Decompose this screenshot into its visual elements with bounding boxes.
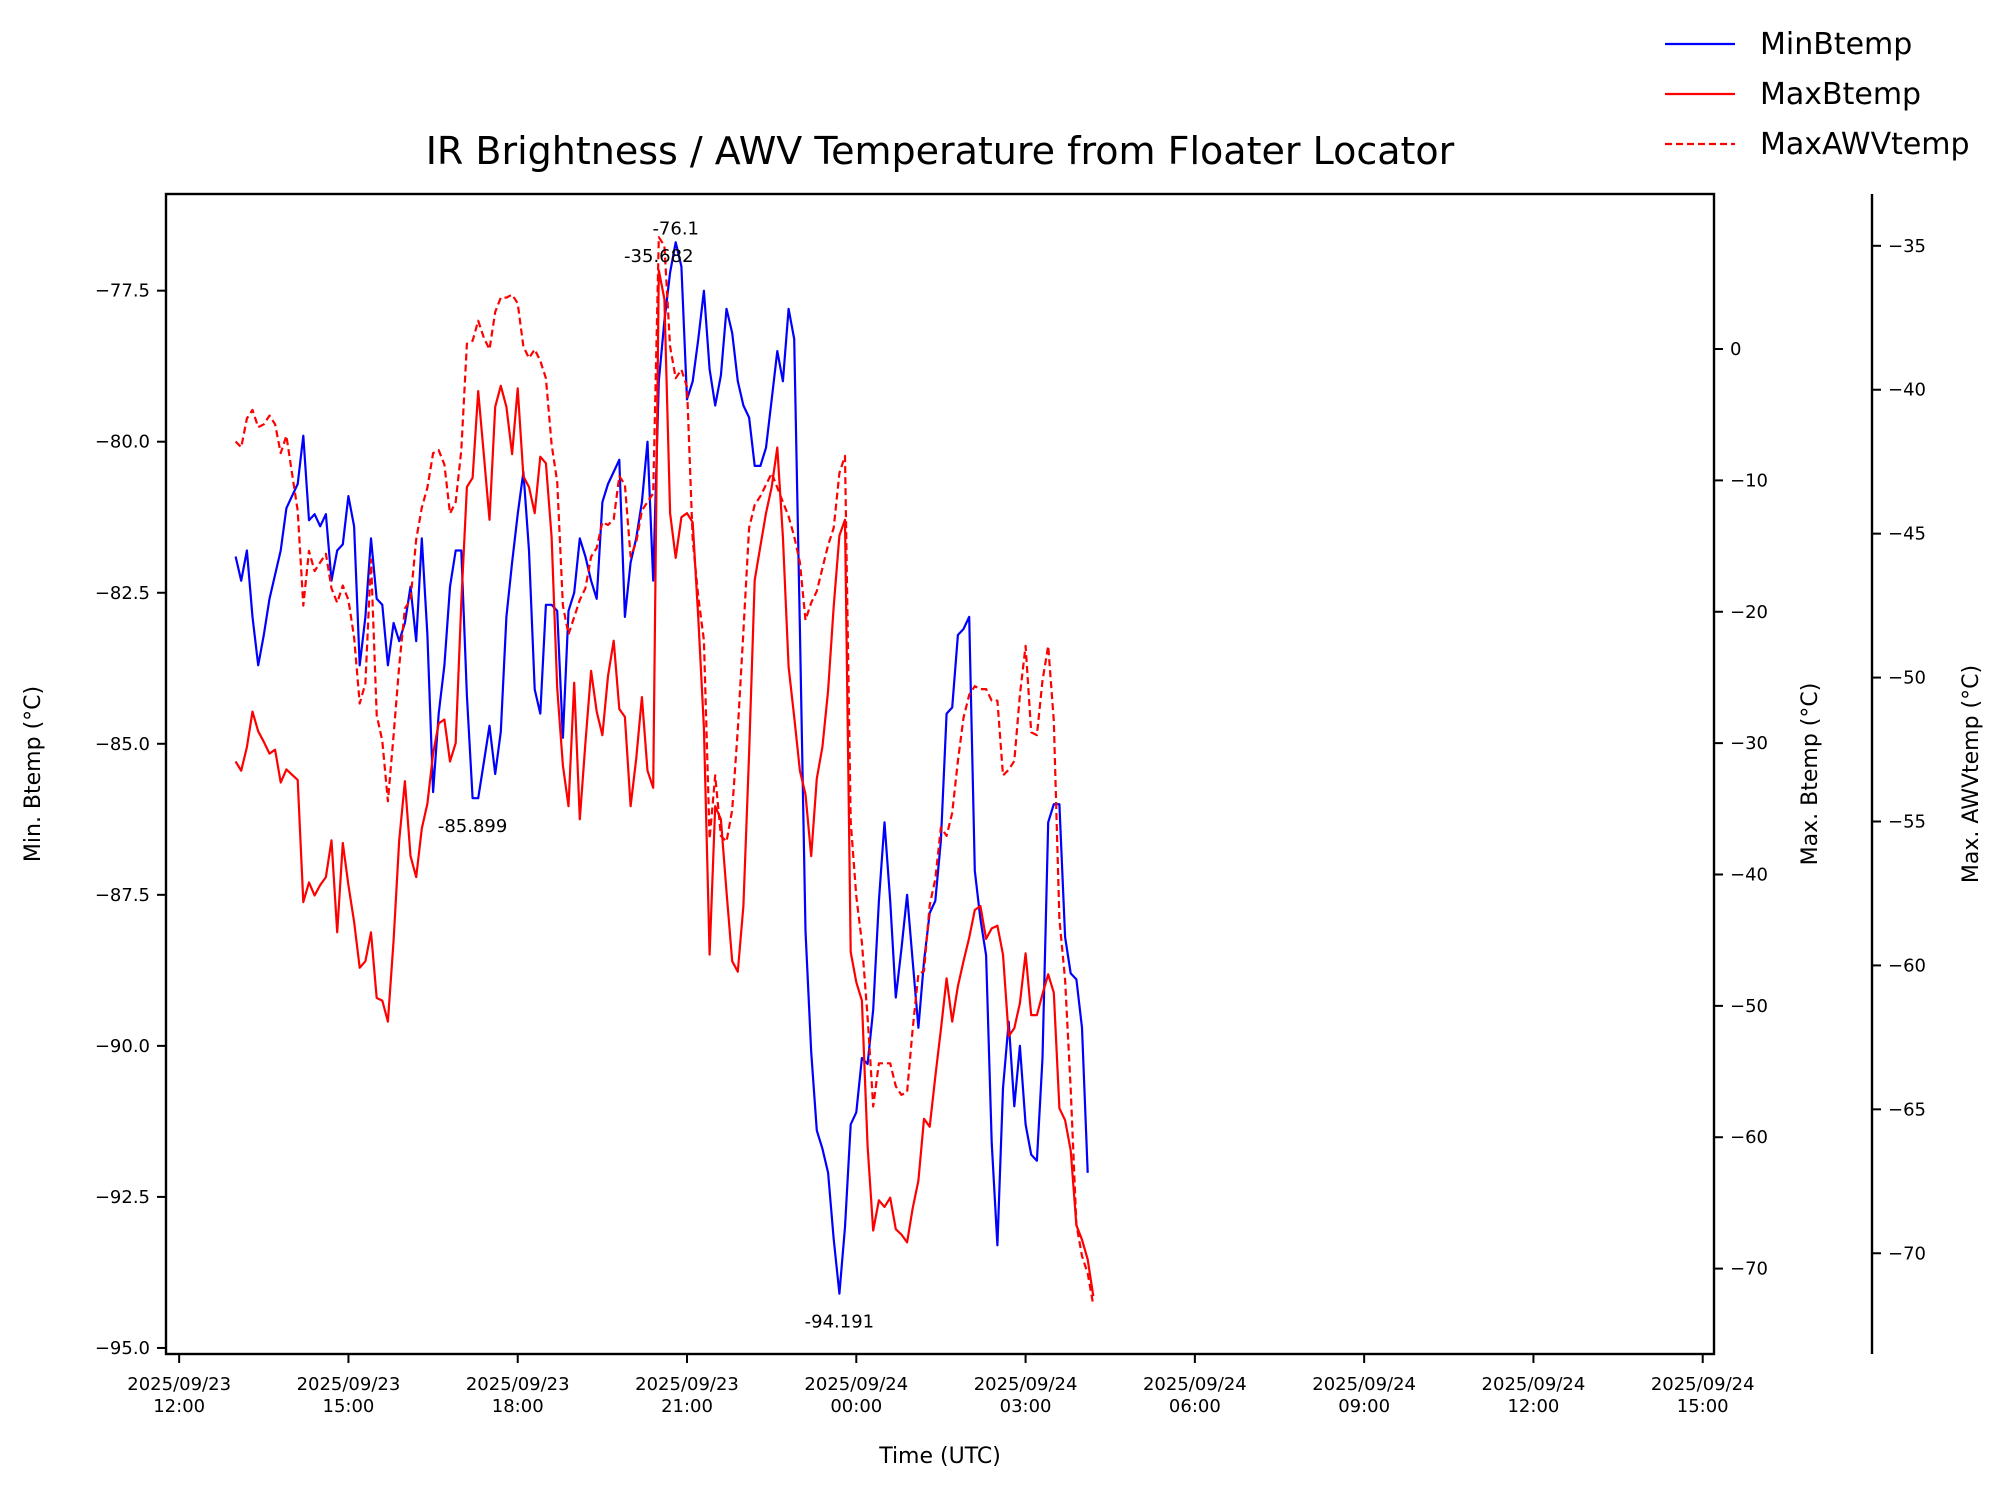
series-line-minbtemp (234, 241, 1089, 1295)
awv-axis-tick-label: −35 (1888, 236, 1926, 257)
x-tick-label-date: 2025/09/24 (1482, 1374, 1586, 1395)
annotation-label: -85.899 (438, 816, 507, 837)
max-axis-tick-label: 0 (1730, 339, 1741, 360)
series-line-maxawvtemp (234, 236, 1095, 1306)
x-tick-label-time: 12:00 (1507, 1396, 1559, 1417)
legend-label-maxbtemp: MaxBtemp (1760, 77, 1921, 112)
x-tick-label-date: 2025/09/23 (635, 1374, 739, 1395)
x-tick-label-date: 2025/09/23 (466, 1374, 570, 1395)
max-axis-tick-label: −30 (1730, 733, 1768, 754)
x-tick-label-date: 2025/09/23 (297, 1374, 401, 1395)
min-axis-tick-label: −90.0 (95, 1036, 150, 1057)
x-tick-label-time: 21:00 (661, 1396, 713, 1417)
x-tick-label-date: 2025/09/24 (1143, 1374, 1247, 1395)
annotation-label: -35.682 (624, 246, 693, 267)
max-axis-tick-label: −60 (1730, 1127, 1768, 1148)
x-tick-label-time: 06:00 (1169, 1396, 1221, 1417)
min-axis-label: Min. Btemp (°C) (21, 686, 46, 862)
series-layer (234, 236, 1095, 1306)
legend-label-minbtemp: MinBtemp (1760, 27, 1912, 62)
x-tick-label-date: 2025/09/24 (1312, 1374, 1416, 1395)
max-axis-label: Max. Btemp (°C) (1798, 683, 1823, 866)
awv-axis-tick-label: −45 (1888, 524, 1926, 545)
awv-axis-tick-label: −60 (1888, 955, 1926, 976)
annotation-label: -94.191 (805, 1312, 874, 1333)
awv-axis-tick-label: −55 (1888, 811, 1926, 832)
plot-frame (164, 192, 1716, 1356)
x-tick-label-time: 03:00 (1000, 1396, 1052, 1417)
max-axis-tick-label: −10 (1730, 470, 1768, 491)
annotation-layer: -85.899 -94.191 -35.682 -76.1 (438, 218, 874, 1332)
min-axis-tick-label: −92.5 (95, 1187, 150, 1208)
min-axis-tick-label: −80.0 (95, 432, 150, 453)
x-tick-label-date: 2025/09/24 (974, 1374, 1078, 1395)
min-axis-tick-label: −82.5 (95, 583, 150, 604)
awv-axis-tick-label: −50 (1888, 668, 1926, 689)
min-axis-tick-label: −95.0 (95, 1338, 150, 1359)
min-axis-tick-label: −87.5 (95, 885, 150, 906)
x-tick-label-time: 00:00 (830, 1396, 882, 1417)
max-axis-tick-label: −40 (1730, 864, 1768, 885)
axes-layer: 2025/09/2312:002025/09/2315:002025/09/23… (21, 192, 1984, 1417)
legend: MinBtemp MaxBtemp MaxAWVtemp (1665, 27, 1970, 162)
awv-axis-label: Max. AWVtemp (°C) (1959, 665, 1984, 883)
max-axis-tick-label: −20 (1730, 602, 1768, 623)
x-tick-label-date: 2025/09/24 (804, 1374, 908, 1395)
x-axis-label: Time (UTC) (878, 1444, 1001, 1469)
x-tick-label-time: 18:00 (492, 1396, 544, 1417)
min-axis-tick-label: −85.0 (95, 734, 150, 755)
x-tick-label-time: 09:00 (1338, 1396, 1390, 1417)
legend-label-maxawvtemp: MaxAWVtemp (1760, 127, 1970, 162)
max-axis-tick-label: −50 (1730, 996, 1768, 1017)
awv-axis-tick-label: −70 (1888, 1243, 1926, 1264)
x-tick-label-time: 15:00 (323, 1396, 375, 1417)
x-tick-label-time: 15:00 (1677, 1396, 1729, 1417)
chart-title: IR Brightness / AWV Temperature from Flo… (426, 129, 1455, 173)
x-tick-label-time: 12:00 (153, 1396, 205, 1417)
x-tick-label-date: 2025/09/24 (1651, 1374, 1755, 1395)
awv-axis-tick-label: −65 (1888, 1099, 1926, 1120)
series-line-maxbtemp (234, 269, 1095, 1297)
x-tick-label-date: 2025/09/23 (127, 1374, 231, 1395)
min-axis-tick-label: −77.5 (95, 281, 150, 302)
annotation-label: -76.1 (652, 218, 699, 239)
awv-axis-tick-label: −40 (1888, 380, 1926, 401)
max-axis-tick-label: −70 (1730, 1259, 1768, 1280)
